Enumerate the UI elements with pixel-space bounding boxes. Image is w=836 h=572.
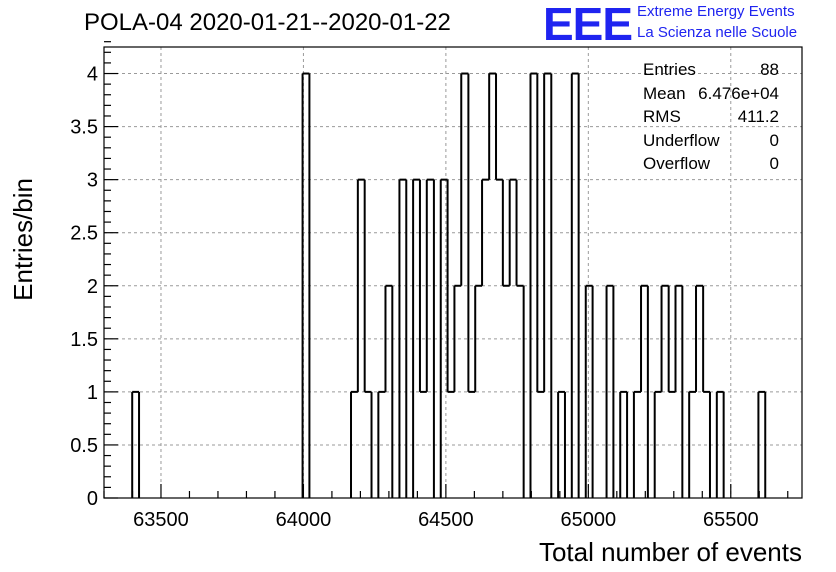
stats-overflow-label: Overflow (643, 154, 711, 174)
stats-rms-label: RMS (643, 107, 681, 127)
y-tick-label: 4 (87, 64, 98, 86)
logo-subtitle-2: La Scienza nelle Scuole (637, 24, 798, 41)
x-axis-label: Total number of events (538, 537, 802, 567)
y-tick-label: 0.5 (70, 435, 98, 457)
x-tick-label: 63500 (133, 509, 189, 531)
y-tick-label: 1.5 (70, 329, 98, 351)
y-tick-label: 0 (87, 488, 98, 510)
stats-overflow-value: 0 (769, 154, 779, 174)
stats-mean-value: 6.476e+04 (698, 83, 779, 103)
chart-title: POLA-04 2020-01-21--2020-01-22 (84, 9, 451, 36)
stats-overflow-row: Overflow 0 (641, 154, 781, 178)
stats-mean-label: Mean (643, 83, 686, 103)
axes (103, 41, 803, 499)
stats-entries-row: Entries 88 (641, 60, 781, 84)
y-tick-label: 2.5 (70, 223, 98, 245)
stats-underflow-row: Underflow 0 (641, 131, 781, 155)
stats-rms-value: 411.2 (737, 107, 779, 127)
y-axis-label: Entries/bin (8, 178, 38, 301)
eee-logo: EEE (543, 0, 633, 50)
x-tick-label: 65000 (561, 509, 617, 531)
plot-frame (103, 46, 803, 499)
stats-rms-row: RMS 411.2 (641, 107, 781, 131)
x-tick-label: 64000 (276, 509, 332, 531)
stats-underflow-label: Underflow (643, 130, 720, 150)
logo-subtitle-1: Extreme Energy Events (637, 3, 795, 20)
stats-entries-value: 88 (760, 60, 779, 79)
y-axis-label-wrap: Entries/bin (8, 178, 38, 318)
stats-underflow-value: 0 (769, 130, 779, 150)
y-tick-label: 3 (87, 170, 98, 192)
x-tick-label: 64500 (418, 509, 474, 531)
tick-labels: 63500 64000 64500 65000 65500 0 0.5 1 1.5 2 2.5 3 3.… (70, 64, 758, 531)
y-tick-label: 3.5 (70, 117, 98, 139)
x-tick-label: 65500 (703, 509, 759, 531)
y-tick-label: 2 (87, 276, 98, 298)
histogram-bars (131, 72, 767, 498)
y-tick-label: 1 (87, 382, 98, 404)
stats-mean-row: Mean 6.476e+04 (641, 84, 781, 108)
stats-entries-label: Entries (643, 60, 696, 79)
stats-box: Entries 88 Mean 6.476e+04 RMS 411.2 Unde… (641, 60, 781, 178)
